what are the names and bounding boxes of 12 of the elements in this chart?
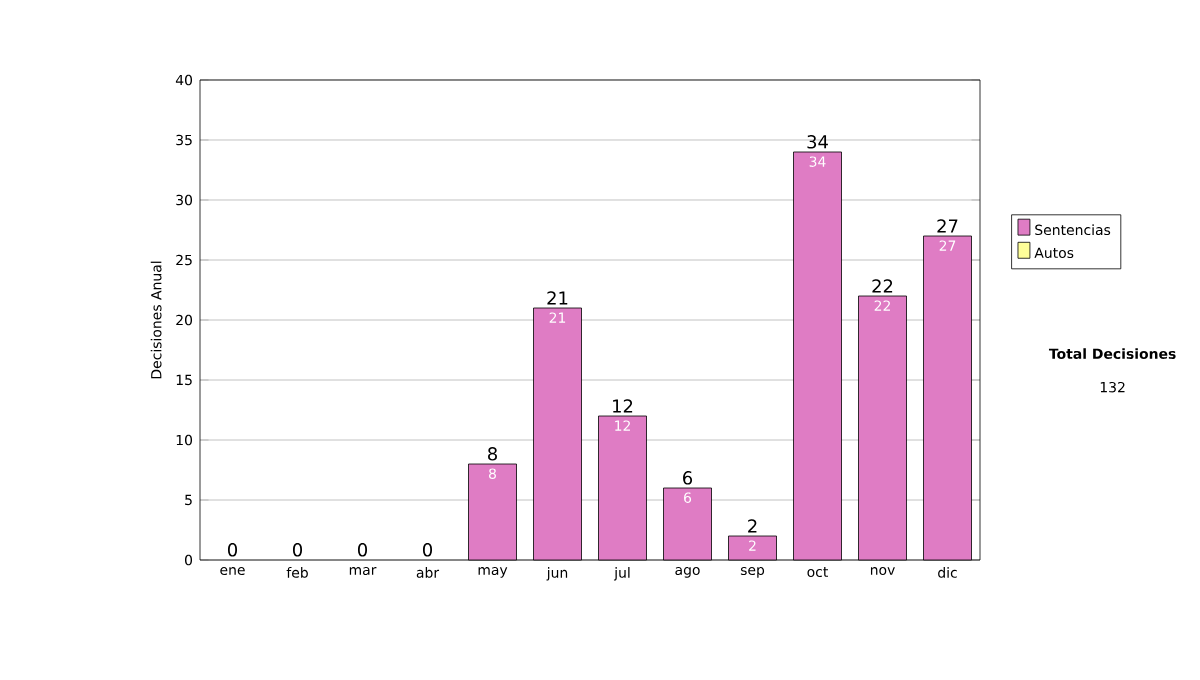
total-label: 22 — [872, 279, 893, 293]
total-label: 0 — [227, 543, 238, 557]
total-label: 0 — [422, 543, 433, 557]
total-label: 6 — [683, 471, 693, 485]
total-label: 0 — [292, 543, 303, 557]
total-label: 0 — [357, 543, 368, 557]
total-label: 12 — [613, 399, 633, 413]
total-label: 8 — [488, 447, 497, 461]
total-label: 21 — [547, 291, 568, 305]
total-label: 2 — [748, 519, 757, 533]
total-label: 34 — [807, 135, 828, 149]
total-label: 27 — [937, 219, 958, 233]
